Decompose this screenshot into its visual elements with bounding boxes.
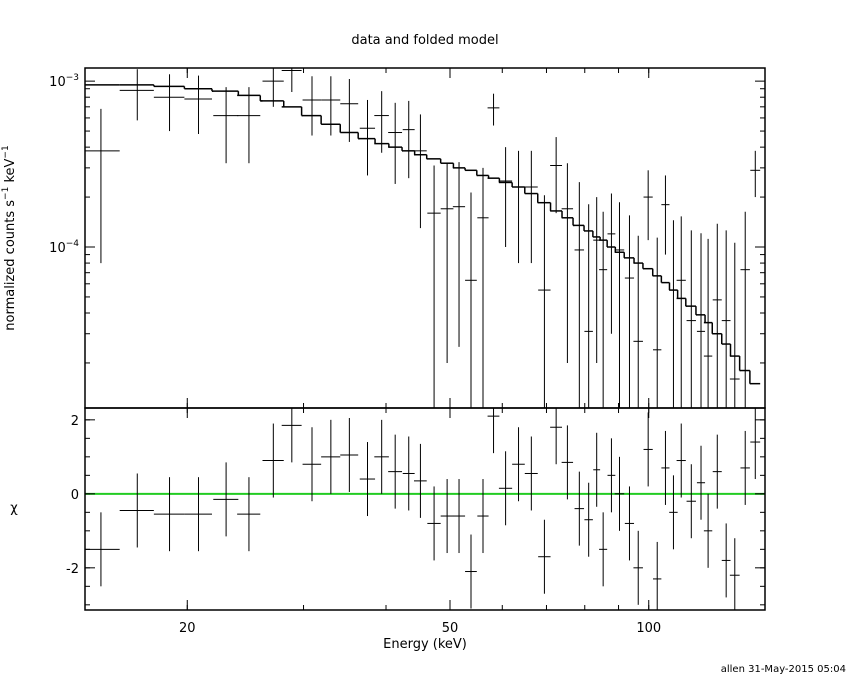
plot-frame — [84, 67, 766, 409]
y-tick-base: 10 — [49, 75, 66, 90]
y-tick-label: -2 — [66, 562, 79, 577]
footer: allen 31-May-2015 05:04 — [721, 664, 846, 675]
plot-area — [85, 68, 761, 408]
plot-area — [85, 408, 765, 610]
y-label-sup: −1 — [1, 145, 11, 158]
x-axis-label: Energy (keV) — [383, 637, 467, 652]
y-tick-label: 10−3 — [49, 73, 79, 90]
plot-frame — [84, 407, 766, 611]
y-tick-label: 0 — [71, 488, 79, 503]
y-label-part: normalized counts s — [3, 200, 18, 331]
x-tick-label: 20 — [179, 621, 196, 636]
y-label-part: keV — [3, 158, 18, 186]
y-label-sup: −1 — [1, 187, 11, 200]
x-tick-label: 100 — [636, 621, 661, 636]
y-tick-exp: −3 — [66, 73, 79, 83]
y-tick-label: 10−4 — [49, 239, 79, 256]
x-tick-label: 50 — [442, 621, 459, 636]
y-axis-label: χ — [10, 501, 18, 516]
y-axis-label: normalized counts s−1 keV−1 — [1, 145, 18, 330]
y-tick-exp: −4 — [66, 239, 80, 249]
chart-title: data and folded model — [351, 33, 498, 48]
y-tick-label: 2 — [71, 414, 79, 429]
y-tick-base: 10 — [49, 241, 66, 256]
